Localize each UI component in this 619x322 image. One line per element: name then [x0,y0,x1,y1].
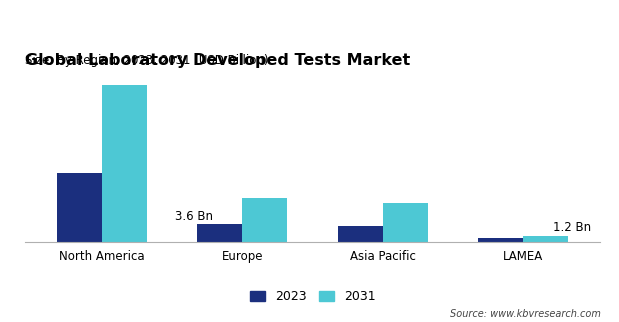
Text: Source: www.kbvresearch.com: Source: www.kbvresearch.com [449,309,600,319]
Bar [523,236,568,242]
Bar [383,203,428,242]
Bar [243,198,287,242]
Text: 3.6 Bn: 3.6 Bn [175,210,213,223]
Legend: 2023, 2031: 2023, 2031 [245,285,381,308]
Bar [197,224,243,242]
Bar [57,173,102,242]
Text: Size, By Region, 2023, 2031 (USD Billion): Size, By Region, 2023, 2031 (USD Billion… [25,54,268,67]
Text: Global Laboratory Developed Tests Market: Global Laboratory Developed Tests Market [25,53,410,68]
Bar [338,226,383,242]
Text: 1.2 Bn: 1.2 Bn [553,221,591,234]
Bar [478,238,523,242]
Bar [102,85,147,242]
